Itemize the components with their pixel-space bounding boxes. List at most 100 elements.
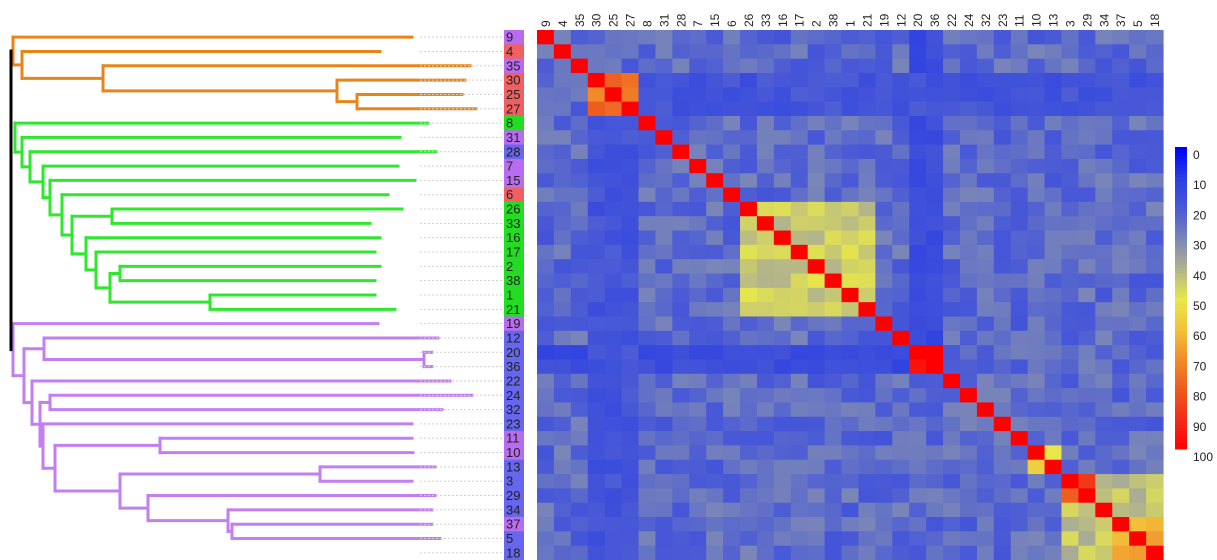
heatmap-cell xyxy=(824,531,843,547)
legend-color-step xyxy=(1175,352,1187,356)
heatmap-cell xyxy=(621,373,640,389)
heatmap-cell xyxy=(706,72,724,88)
heatmap-cell xyxy=(689,531,707,547)
heatmap-cell xyxy=(976,58,995,74)
heatmap-cell xyxy=(723,144,741,160)
heatmap-cell xyxy=(756,115,775,131)
heatmap-cell xyxy=(807,72,826,88)
legend-color-step xyxy=(1175,267,1187,272)
heatmap-cell xyxy=(604,373,623,389)
heatmap-cell xyxy=(1044,144,1063,160)
heatmap-cell xyxy=(1146,431,1164,446)
heatmap-cell xyxy=(672,388,690,404)
heatmap-cell xyxy=(604,101,623,117)
heatmap-cell xyxy=(1112,230,1130,246)
row-label: 19 xyxy=(506,316,520,331)
heatmap-cell xyxy=(858,359,876,375)
heatmap-cell xyxy=(824,58,843,74)
row-label: 26 xyxy=(506,202,520,217)
heatmap-cell xyxy=(841,316,860,332)
heatmap-cell xyxy=(875,58,893,74)
heatmap-cell xyxy=(655,44,673,60)
heatmap-cell xyxy=(1010,402,1029,418)
heatmap-cell xyxy=(1078,373,1096,389)
heatmap-cell xyxy=(875,388,893,404)
heatmap-cell xyxy=(976,416,995,432)
heatmap-cell xyxy=(587,144,606,160)
heatmap-cell xyxy=(858,230,876,246)
heatmap-cell xyxy=(706,30,724,45)
heatmap-cell xyxy=(1061,316,1080,332)
heatmap-cell xyxy=(943,545,961,560)
heatmap-cell xyxy=(587,201,606,217)
heatmap-cell xyxy=(1061,30,1080,45)
heatmap-cell xyxy=(1095,72,1113,88)
heatmap-cell xyxy=(807,402,826,418)
heatmap-cell xyxy=(1095,187,1113,203)
heatmap-cell xyxy=(1129,517,1147,532)
heatmap-cell xyxy=(740,201,758,217)
heatmap-cell xyxy=(1095,30,1113,45)
heatmap-cell xyxy=(756,531,775,547)
heatmap-cell xyxy=(1129,259,1147,275)
heatmap-cell xyxy=(824,345,843,361)
heatmap-cell xyxy=(756,474,775,489)
heatmap-cell xyxy=(604,115,623,131)
heatmap-cell xyxy=(909,330,927,346)
heatmap-cell xyxy=(1095,388,1113,404)
row-label: 6 xyxy=(506,187,513,202)
heatmap-cell xyxy=(858,416,876,432)
heatmap-cell xyxy=(1078,44,1096,60)
heatmap-cell xyxy=(621,316,640,332)
heatmap-cell xyxy=(841,130,860,146)
heatmap-cell xyxy=(909,302,927,318)
heatmap-cell xyxy=(1129,230,1147,246)
heatmap-cell xyxy=(1061,72,1080,88)
heatmap-cell xyxy=(773,259,792,275)
heatmap-cell xyxy=(773,531,792,547)
heatmap-cell xyxy=(943,416,961,432)
heatmap-cell xyxy=(537,316,555,332)
heatmap-cell xyxy=(858,445,876,461)
heatmap-cell xyxy=(807,302,826,318)
heatmap-cell xyxy=(756,459,775,475)
row-label-box xyxy=(504,287,524,303)
heatmap-cell xyxy=(1010,259,1029,275)
heatmap-cell xyxy=(706,517,724,532)
heatmap-cell xyxy=(621,273,640,289)
heatmap-cell xyxy=(807,216,826,232)
heatmap-cell xyxy=(909,58,927,74)
heatmap-cell xyxy=(807,101,826,117)
heatmap-cell xyxy=(1044,316,1063,332)
heatmap-cell xyxy=(841,144,860,160)
heatmap-cell xyxy=(1095,173,1113,189)
legend-color-step xyxy=(1175,282,1187,287)
heatmap-cell xyxy=(824,287,843,303)
heatmap-cell xyxy=(858,259,876,275)
heatmap-cell xyxy=(706,359,724,375)
heatmap-cell xyxy=(875,173,893,189)
heatmap-cell xyxy=(740,58,758,74)
column-label: 2 xyxy=(810,20,824,27)
heatmap-cell xyxy=(672,373,690,389)
heatmap-cell xyxy=(1129,502,1147,518)
heatmap-cell xyxy=(553,545,572,560)
heatmap-cell xyxy=(1027,130,1046,146)
heatmap-cell xyxy=(740,445,758,461)
heatmap-cell xyxy=(723,388,741,404)
row-label: 31 xyxy=(506,130,520,145)
heatmap-cell xyxy=(909,30,927,45)
heatmap-cell xyxy=(570,216,589,232)
heatmap-cell xyxy=(723,158,741,174)
heatmap-cell xyxy=(807,359,826,375)
heatmap-cell xyxy=(570,373,589,389)
heatmap-cell xyxy=(790,244,809,260)
heatmap-cell xyxy=(807,187,826,203)
heatmap-cell xyxy=(892,30,910,45)
heatmap-cell xyxy=(1027,101,1046,117)
legend-color-step xyxy=(1175,249,1187,254)
heatmap-cell xyxy=(537,445,555,461)
heatmap-cell xyxy=(672,144,690,160)
heatmap-cell xyxy=(740,72,758,88)
heatmap-cell xyxy=(604,87,623,103)
